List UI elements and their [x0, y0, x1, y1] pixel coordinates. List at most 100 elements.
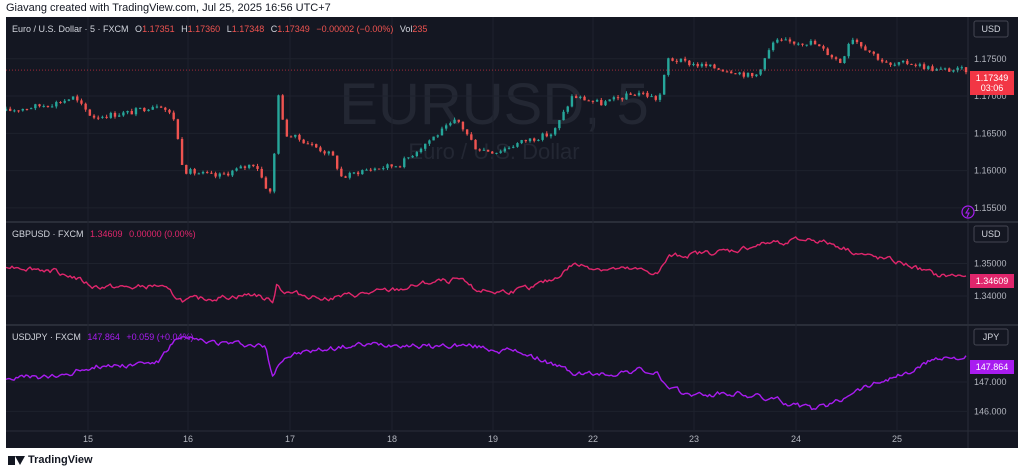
- candle-body: [859, 42, 863, 47]
- alert-icon[interactable]: [961, 205, 975, 219]
- candle-body: [709, 64, 712, 67]
- candle-body: [893, 64, 896, 66]
- y-tick-label: 147.000: [974, 377, 1007, 387]
- candle-body: [80, 100, 83, 104]
- pane-separator-1[interactable]: [6, 221, 1018, 223]
- candle-body: [382, 168, 385, 170]
- candle-body: [289, 136, 293, 138]
- gbpusd-price-tag: 1.34609: [970, 274, 1014, 288]
- candle-body: [34, 104, 37, 109]
- candle-body: [109, 112, 113, 118]
- tradingview-branding[interactable]: TradingView: [8, 454, 93, 466]
- eurusd-currency-button[interactable]: USD: [973, 20, 1009, 38]
- candle-body: [298, 134, 301, 140]
- candle-body: [583, 96, 586, 101]
- x-tick-label: 16: [183, 434, 193, 444]
- candle-body: [482, 149, 486, 151]
- y-tick-label: 1.16500: [974, 128, 1007, 138]
- candle-body: [323, 151, 326, 154]
- candle-body: [738, 72, 741, 75]
- usdjpy-change: +0.059 (+0.04%): [126, 332, 193, 342]
- candle-body: [97, 117, 100, 119]
- candle-body: [185, 164, 188, 174]
- eurusd-change: −0.00002 (−0.00%): [316, 24, 393, 34]
- candle-body: [788, 39, 792, 42]
- candle-body: [365, 169, 368, 171]
- candle-body: [344, 176, 347, 178]
- candle-body: [512, 146, 515, 148]
- candle-body: [499, 151, 502, 153]
- chart-area[interactable]: EURUSD, 5 Euro / U.S. Dollar 15 16 17 18 19 2…: [6, 17, 1018, 448]
- candle-body: [63, 100, 66, 103]
- candle-body: [834, 57, 838, 59]
- candle-body: [201, 172, 205, 174]
- candle-body: [21, 108, 24, 111]
- candle-body: [193, 169, 196, 174]
- candle-body: [403, 158, 406, 168]
- candle-body: [134, 108, 138, 115]
- attribution-header: Giavang created with TradingView.com, Ju…: [6, 2, 331, 14]
- candle-body: [608, 99, 611, 102]
- candle-body: [130, 111, 133, 115]
- candle-body: [474, 139, 477, 150]
- candle-body: [71, 96, 75, 100]
- candle-body: [541, 133, 544, 140]
- candle-body: [92, 115, 96, 118]
- candle-body: [688, 60, 691, 66]
- gbpusd-price-tag-value: 1.34609: [976, 276, 1009, 286]
- candle-body: [843, 56, 846, 63]
- candle-body: [88, 109, 92, 116]
- candle-body: [667, 58, 670, 75]
- candle-body: [197, 173, 201, 175]
- pane-separator-2[interactable]: [6, 324, 1018, 326]
- candle-body: [868, 50, 871, 52]
- candle-body: [151, 107, 154, 110]
- candle-body: [595, 100, 599, 102]
- candle-body: [394, 166, 398, 168]
- candle-body: [939, 68, 943, 70]
- candle-body: [449, 123, 452, 126]
- candle-body: [922, 64, 926, 69]
- candle-body: [797, 43, 800, 45]
- candle-body: [851, 39, 855, 44]
- gbpusd-value: 1.34609: [90, 229, 123, 239]
- candle-body: [767, 50, 771, 59]
- candle-body: [721, 69, 725, 72]
- x-tick-label: 24: [791, 434, 801, 444]
- candle-body: [117, 115, 121, 117]
- candle-body: [784, 39, 787, 41]
- chart-svg[interactable]: EURUSD, 5 Euro / U.S. Dollar 15 16 17 18 19 2…: [6, 17, 1018, 448]
- candle-body: [407, 157, 410, 159]
- candle-body: [830, 55, 834, 58]
- candle-body: [398, 166, 402, 168]
- candle-body: [776, 39, 779, 43]
- candle-body: [138, 107, 142, 109]
- candle-body: [574, 96, 578, 98]
- candle-body: [570, 96, 574, 107]
- candle-body: [218, 173, 221, 177]
- candle-body: [315, 144, 318, 148]
- candle-body: [562, 111, 565, 121]
- candle-body: [725, 71, 729, 73]
- candle-body: [671, 58, 674, 61]
- candle-body: [516, 143, 519, 147]
- gbpusd-change: 0.00000 (0.00%): [129, 229, 196, 239]
- candle-body: [801, 43, 804, 45]
- candle-body: [822, 46, 825, 49]
- candle-body: [746, 73, 750, 77]
- candle-body: [742, 72, 746, 77]
- candle-body: [306, 143, 310, 145]
- candle-body: [948, 68, 951, 72]
- gbpusd-currency-button[interactable]: USD: [973, 225, 1009, 243]
- candle-body: [600, 100, 603, 106]
- candle-body: [520, 140, 523, 144]
- candle-body: [478, 149, 481, 151]
- candle-body: [252, 164, 255, 167]
- usdjpy-currency-button[interactable]: JPY: [973, 328, 1009, 346]
- candle-body: [369, 169, 372, 171]
- candle-body: [214, 173, 217, 177]
- candle-body: [243, 166, 247, 168]
- candle-body: [155, 106, 159, 108]
- candle-body: [751, 73, 754, 77]
- eurusd-h-label: H: [181, 24, 188, 34]
